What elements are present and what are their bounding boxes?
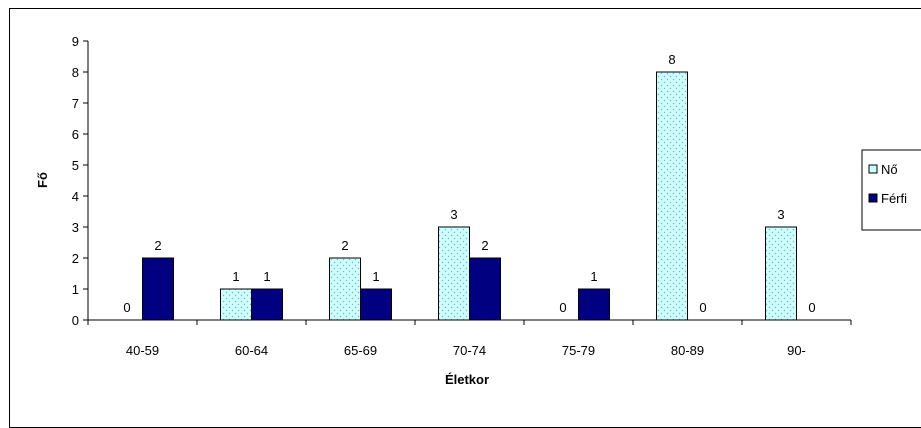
legend: Nő Férfi [861, 149, 921, 231]
bar-ferfi-40-59 [142, 257, 174, 321]
bar-no-60-64 [220, 288, 252, 321]
x-tick-label: 70-74 [453, 343, 486, 358]
bar-no-90- [765, 226, 797, 321]
legend-label: Nő [881, 162, 898, 177]
bar-no-70-74 [438, 226, 470, 321]
data-label: 0 [808, 300, 815, 315]
bar-ferfi-65-69 [360, 288, 392, 321]
bar-chart: 0 1 2 3 4 5 6 7 8 9 40-59 60-64 65-69 70-74 75-79 80-89… [35, 34, 921, 387]
bars [142, 71, 797, 321]
data-label: 0 [123, 300, 130, 315]
data-label: 3 [450, 207, 457, 222]
x-tick-label: 75-79 [562, 343, 595, 358]
y-tick-label: 2 [72, 251, 79, 266]
bar-ferfi-70-74 [469, 257, 501, 321]
legend-box [861, 149, 921, 231]
x-axis-title: Életkor [445, 372, 489, 387]
bar-ferfi-60-64 [251, 288, 283, 321]
data-label: 1 [372, 269, 379, 284]
data-label: 0 [699, 300, 706, 315]
data-labels: 0 2 1 1 2 1 3 2 0 1 8 0 3 0 [123, 52, 815, 315]
bar-no-80-89 [656, 71, 688, 321]
chart-frame [9, 8, 921, 428]
x-tick-label: 60-64 [235, 343, 268, 358]
y-tick-label: 8 [72, 65, 79, 80]
y-axis-title: Fő [35, 172, 50, 188]
data-label: 2 [481, 238, 488, 253]
x-tick-label: 65-69 [344, 343, 377, 358]
legend-label: Férfi [881, 191, 907, 206]
data-label: 2 [154, 238, 161, 253]
bar-ferfi-75-79 [578, 288, 610, 321]
data-label: 0 [559, 300, 566, 315]
y-tick-label: 4 [72, 189, 79, 204]
data-label: 2 [341, 238, 348, 253]
y-tick-label: 5 [72, 158, 79, 173]
y-tick-label: 7 [72, 96, 79, 111]
data-label: 8 [668, 52, 675, 67]
y-tick-label: 0 [72, 313, 79, 328]
x-tick-label: 40-59 [126, 343, 159, 358]
y-tick-label: 9 [72, 34, 79, 49]
data-label: 3 [777, 207, 784, 222]
data-label: 1 [263, 269, 270, 284]
y-tick-label: 1 [72, 282, 79, 297]
y-tick-label: 3 [72, 220, 79, 235]
data-label: 1 [232, 269, 239, 284]
legend-swatch [868, 193, 878, 203]
y-tick-label: 6 [72, 127, 79, 142]
legend-swatch [868, 164, 878, 174]
x-tick-label: 90- [787, 343, 806, 358]
data-label: 1 [590, 269, 597, 284]
x-tick-label: 80-89 [671, 343, 704, 358]
bar-no-65-69 [329, 257, 361, 321]
